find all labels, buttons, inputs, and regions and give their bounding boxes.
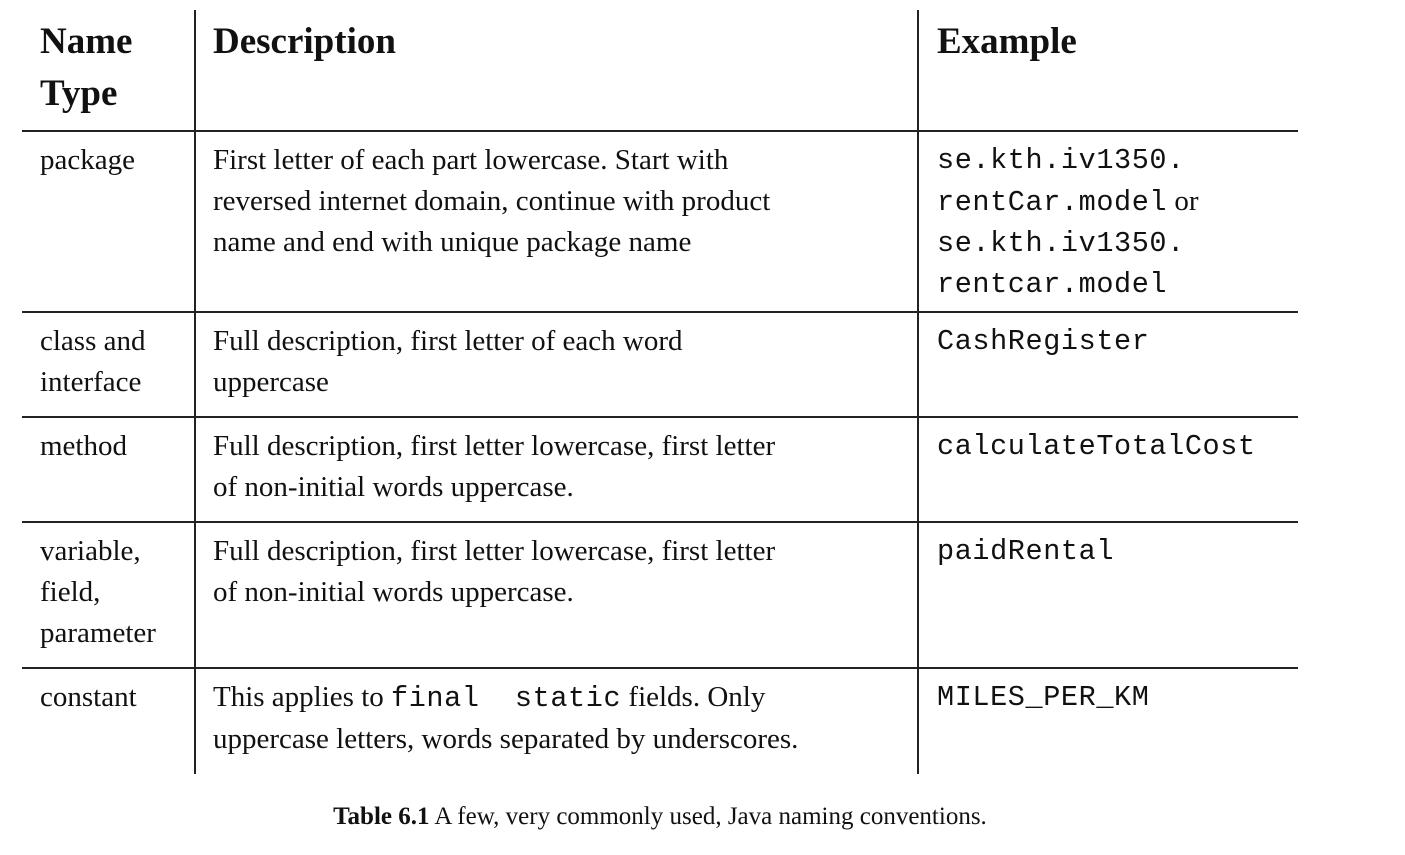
header-name-type: Name Type — [40, 16, 132, 120]
row-constant-example: MILES_PER_KM — [937, 681, 1150, 714]
row-method-type: method — [40, 430, 127, 462]
row-package-description: First letter of each part lowercase. Sta… — [213, 144, 771, 258]
example-connector: or — [1174, 185, 1199, 217]
row-constant-type: constant — [40, 681, 137, 713]
row-method-example: calculateTotalCost — [937, 430, 1256, 463]
row-divider-4 — [22, 667, 1298, 669]
header-example: Example — [937, 21, 1077, 62]
row-divider-header — [22, 130, 1298, 132]
caption-text: A few, very commonly used, Java naming c… — [429, 803, 987, 830]
row-divider-1 — [22, 311, 1298, 313]
row-package-type: package — [40, 144, 135, 176]
row-divider-3 — [22, 521, 1298, 523]
row-class-example: CashRegister — [937, 325, 1150, 358]
row-variable-type: variable, field, parameter — [40, 535, 156, 649]
row-variable-example: paidRental — [937, 535, 1115, 568]
table-caption: Table 6.1 A few, very commonly used, Jav… — [0, 800, 1320, 834]
header-name: Name — [40, 21, 133, 62]
row-class-description: Full description, first letter of each w… — [213, 325, 683, 398]
row-constant-description: This applies to final static fields. Onl… — [213, 681, 799, 755]
column-divider-2 — [917, 10, 919, 774]
inline-code: final static — [391, 682, 622, 715]
row-class-type: class and interface — [40, 325, 146, 398]
caption-label: Table 6.1 — [333, 803, 430, 830]
row-divider-2 — [22, 416, 1298, 418]
row-package-example: se.kth.iv1350. rentCar.model or se.kth.i… — [937, 144, 1199, 301]
header-description: Description — [213, 21, 396, 62]
column-divider-1 — [194, 10, 196, 774]
row-method-description: Full description, first letter lowercase… — [213, 430, 776, 503]
header-type: Type — [40, 73, 118, 114]
row-variable-description: Full description, first letter lowercase… — [213, 535, 776, 608]
